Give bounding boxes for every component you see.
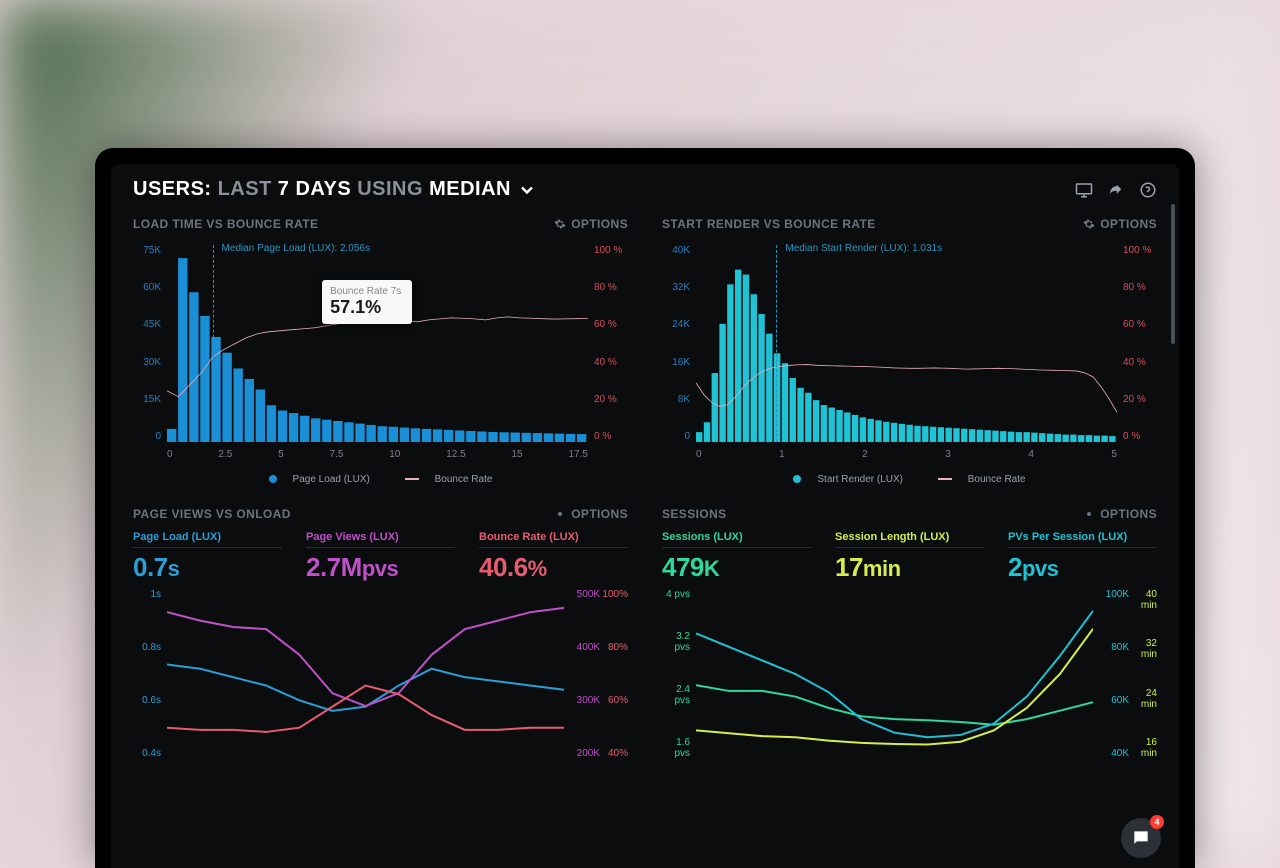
dashboard-screen: USERS: LAST 7 DAYS USING MEDIAN LOAD TIM…: [111, 164, 1179, 868]
legend: Page Load (LUX) Bounce Rate: [133, 474, 628, 485]
x-axis: 02.557.51012.51517.5: [167, 449, 588, 460]
median-indicator: Median Page Load (LUX): 2.056s: [213, 245, 214, 442]
axis: 100%80%60%40%: [600, 589, 628, 759]
gear-icon: [554, 508, 566, 520]
right-y-axis: 100 %80 %60 %40 %20 %0 %: [594, 245, 628, 442]
axis: 100K80K60K40K: [1099, 589, 1129, 759]
monitor-icon[interactable]: [1075, 181, 1093, 199]
notification-badge: 4: [1150, 815, 1164, 829]
median-indicator: Median Start Render (LUX): 1.031s: [776, 245, 777, 442]
metric: Bounce Rate (LUX) 40.6%: [479, 531, 628, 583]
right-y-axis: 100 %80 %60 %40 %20 %0 %: [1123, 245, 1157, 442]
panel-title: START RENDER VS BOUNCE RATE: [662, 217, 876, 231]
metric: Page Load (LUX) 0.7s: [133, 531, 282, 583]
laptop-frame: USERS: LAST 7 DAYS USING MEDIAN LOAD TIM…: [95, 148, 1195, 868]
help-icon[interactable]: [1139, 181, 1157, 199]
plot-area: Median Page Load (LUX): 2.056s Bounce Ra…: [167, 245, 588, 442]
gear-icon: [1083, 218, 1095, 230]
metric: Sessions (LUX) 479K: [662, 531, 811, 583]
start-render-panel: START RENDER VS BOUNCE RATE OPTIONS 40K3…: [646, 207, 1173, 495]
sessions-panel: SESSIONS OPTIONS Sessions (LUX) 479K Sess…: [646, 497, 1173, 769]
axis: 500K400K300K200K: [570, 589, 600, 759]
axis: 1s0.8s0.6s0.4s: [133, 589, 161, 759]
options-button[interactable]: OPTIONS: [1083, 217, 1157, 231]
panel-title: SESSIONS: [662, 507, 727, 521]
options-button[interactable]: OPTIONS: [554, 217, 628, 231]
left-y-axis: 75K60K45K30K15K0: [133, 245, 161, 442]
metric: Page Views (LUX) 2.7Mpvs: [306, 531, 455, 583]
gear-icon: [554, 218, 566, 230]
options-button[interactable]: OPTIONS: [554, 507, 628, 521]
options-button[interactable]: OPTIONS: [1083, 507, 1157, 521]
header: USERS: LAST 7 DAYS USING MEDIAN: [111, 164, 1179, 207]
metric: Session Length (LUX) 17min: [835, 531, 984, 583]
share-icon[interactable]: [1107, 181, 1125, 199]
legend: Start Render (LUX) Bounce Rate: [662, 474, 1157, 485]
chat-widget[interactable]: 4: [1121, 818, 1161, 858]
left-y-axis: 40K32K24K16K8K0: [662, 245, 690, 442]
page-title-dropdown[interactable]: USERS: LAST 7 DAYS USING MEDIAN: [133, 178, 537, 201]
plot-area: Median Start Render (LUX): 1.031s: [696, 245, 1117, 442]
panel-title: LOAD TIME VS BOUNCE RATE: [133, 217, 318, 231]
axis: 40 min32 min24 min16 min: [1129, 589, 1157, 759]
chat-icon: [1131, 828, 1151, 848]
gear-icon: [1083, 508, 1095, 520]
pageviews-panel: PAGE VIEWS VS ONLOAD OPTIONS Page Load (…: [117, 497, 644, 769]
chevron-down-icon: [517, 180, 537, 200]
tooltip: Bounce Rate 7s 57.1%: [322, 280, 412, 324]
load-time-panel: LOAD TIME VS BOUNCE RATE OPTIONS 75K60K4…: [117, 207, 644, 495]
x-axis: 012345: [696, 449, 1117, 460]
panel-title: PAGE VIEWS VS ONLOAD: [133, 507, 291, 521]
metric: PVs Per Session (LUX) 2pvs: [1008, 531, 1157, 583]
scrollbar[interactable]: [1171, 204, 1175, 344]
axis: 4 pvs3.2 pvs2.4 pvs1.6 pvs: [662, 589, 690, 759]
